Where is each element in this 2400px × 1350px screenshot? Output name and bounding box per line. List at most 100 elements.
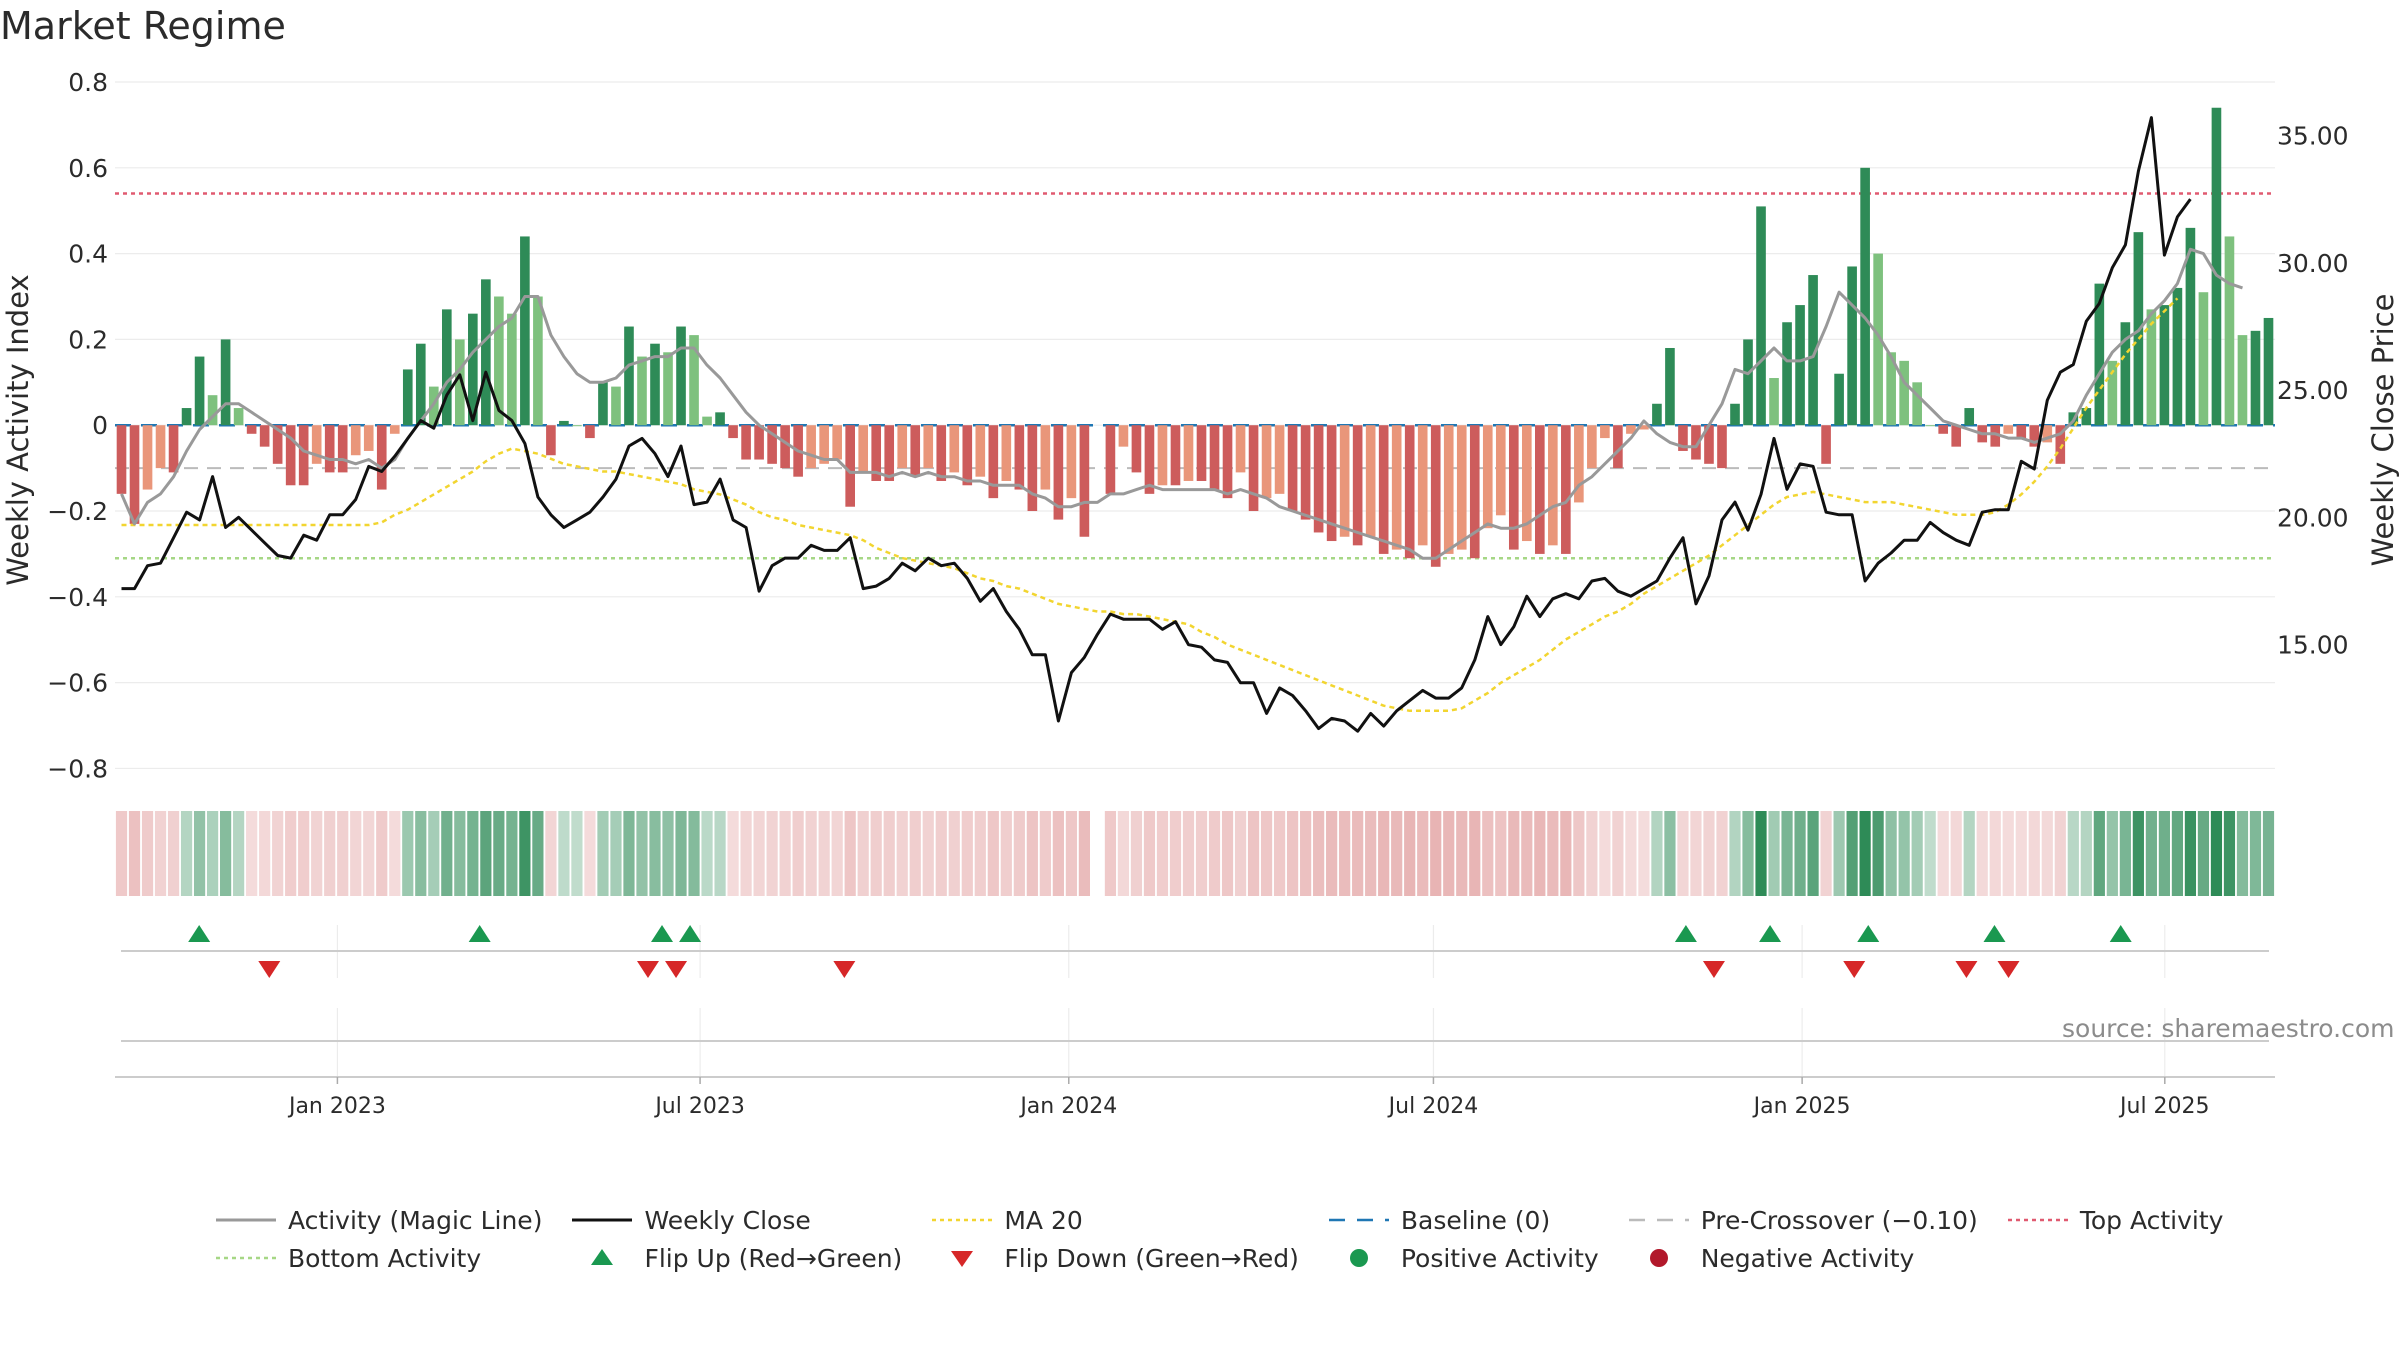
regime-cell (1885, 811, 1897, 896)
regime-cell (1846, 811, 1858, 896)
regime-cell (167, 811, 180, 896)
regime-cell (805, 811, 817, 896)
regime-cell (740, 811, 752, 896)
regime-cell (857, 811, 869, 896)
y-right-tick-label: 20.00 (2277, 503, 2349, 532)
activity-bar (650, 343, 660, 426)
activity-bar (1587, 425, 1597, 469)
regime-cell (180, 811, 193, 896)
activity-bar (1613, 425, 1623, 469)
regime-cell (285, 811, 297, 896)
regime-cell (2028, 811, 2040, 896)
dotted-line-icon (216, 1256, 276, 1260)
activity-bar (2042, 425, 2053, 443)
regime-cell (2080, 811, 2092, 896)
activity-bar (1691, 425, 1701, 460)
legend-label: Activity (Magic Line) (288, 1205, 543, 1235)
activity-bar (936, 425, 947, 481)
legend-label: Flip Down (Green→Red) (1004, 1243, 1299, 1273)
y-left-tick-label: 0.8 (68, 68, 108, 97)
regime-cell (2145, 811, 2157, 896)
activity-bar (871, 425, 882, 481)
regime-cell (272, 811, 284, 896)
activity-bar (389, 425, 400, 434)
regime-cell (206, 811, 219, 896)
series-lines (120, 116, 2243, 733)
regime-cell (1000, 811, 1012, 896)
regime-cell (1924, 811, 1936, 896)
regime-cell (1482, 811, 1494, 896)
regime-cell (1104, 811, 1117, 896)
regime-cell (727, 811, 739, 896)
activity-bar (1990, 425, 2001, 447)
regime-cell (779, 811, 791, 896)
activity-bar (1274, 425, 1285, 494)
activity-bar (1027, 425, 1038, 512)
solid-line-icon (572, 1218, 633, 1222)
axes: 0.8 0.6 0.4 0.2 0 −0.2 −0.4 −0.6 −0.8 35.00 30.00 2… (1, 68, 2400, 783)
regime-cell (441, 811, 453, 896)
regime-cell (2093, 811, 2105, 896)
activity-bar (1704, 425, 1714, 464)
regime-cell (1404, 811, 1416, 896)
activity-bar (624, 326, 634, 426)
chart-title: Market Regime (0, 4, 286, 48)
regime-cell (1417, 811, 1429, 896)
regime-cell (1391, 811, 1403, 896)
regime-cell (1963, 811, 1975, 896)
x-tick-label: Jan 2023 (287, 1094, 386, 1119)
regime-cell (1521, 811, 1533, 896)
legend-label: Positive Activity (1400, 1243, 1599, 1273)
activity-bar (1157, 425, 1168, 486)
regime-cell (2249, 811, 2262, 896)
regime-cell (714, 811, 726, 896)
y-left-tick-label: 0.6 (68, 154, 108, 183)
dotted-line-icon (932, 1218, 993, 1222)
legend-item: Flip Down (Green→Red) (930, 1242, 1299, 1274)
activity-bar (1287, 425, 1298, 512)
regime-cell (246, 811, 258, 896)
regime-cell (2041, 811, 2053, 896)
activity-bar (142, 425, 153, 490)
regime-cell (2262, 811, 2275, 896)
regime-cell (1625, 811, 1637, 896)
regime-cell (1195, 811, 1208, 896)
regime-cell (2171, 811, 2184, 896)
regime-cell (1117, 811, 1130, 896)
activity-bar (1079, 425, 1090, 537)
dashed-line-icon (1328, 1218, 1389, 1222)
activity-bar (285, 425, 296, 486)
activity-bar (858, 425, 869, 473)
flip-up-marker (679, 925, 702, 942)
regime-cell (1755, 811, 1767, 896)
activity-bar (897, 425, 908, 469)
flip-up-marker (1857, 925, 1880, 942)
regime-cell (1260, 811, 1273, 896)
regime-cell (337, 811, 349, 896)
activity-bar (1014, 425, 1025, 490)
dot-icon (1649, 1249, 1668, 1267)
regime-cell (454, 811, 466, 896)
regime-cell (1690, 811, 1702, 896)
activity-bar (1938, 425, 1949, 434)
x-tick-label: Jul 2025 (2118, 1094, 2210, 1119)
regime-cell (1937, 811, 1949, 896)
activity-bar (1899, 360, 1909, 426)
activity-bar (1795, 305, 1805, 426)
flip-up-marker (1674, 925, 1697, 942)
activity-bar (923, 425, 934, 469)
activity-bar (1639, 425, 1649, 430)
regime-cell (701, 811, 713, 896)
regime-cell (883, 811, 895, 896)
regime-cell (532, 811, 544, 896)
regime-cell (2184, 811, 2197, 896)
activity-bar (1209, 425, 1220, 490)
regime-cell (974, 811, 986, 896)
flip-down-marker (1843, 961, 1866, 978)
regime-cell (506, 811, 518, 896)
regime-cell (623, 811, 635, 896)
activity-bar (741, 425, 751, 460)
activity-bar (2185, 227, 2196, 426)
flip-up-marker (1983, 925, 2006, 942)
